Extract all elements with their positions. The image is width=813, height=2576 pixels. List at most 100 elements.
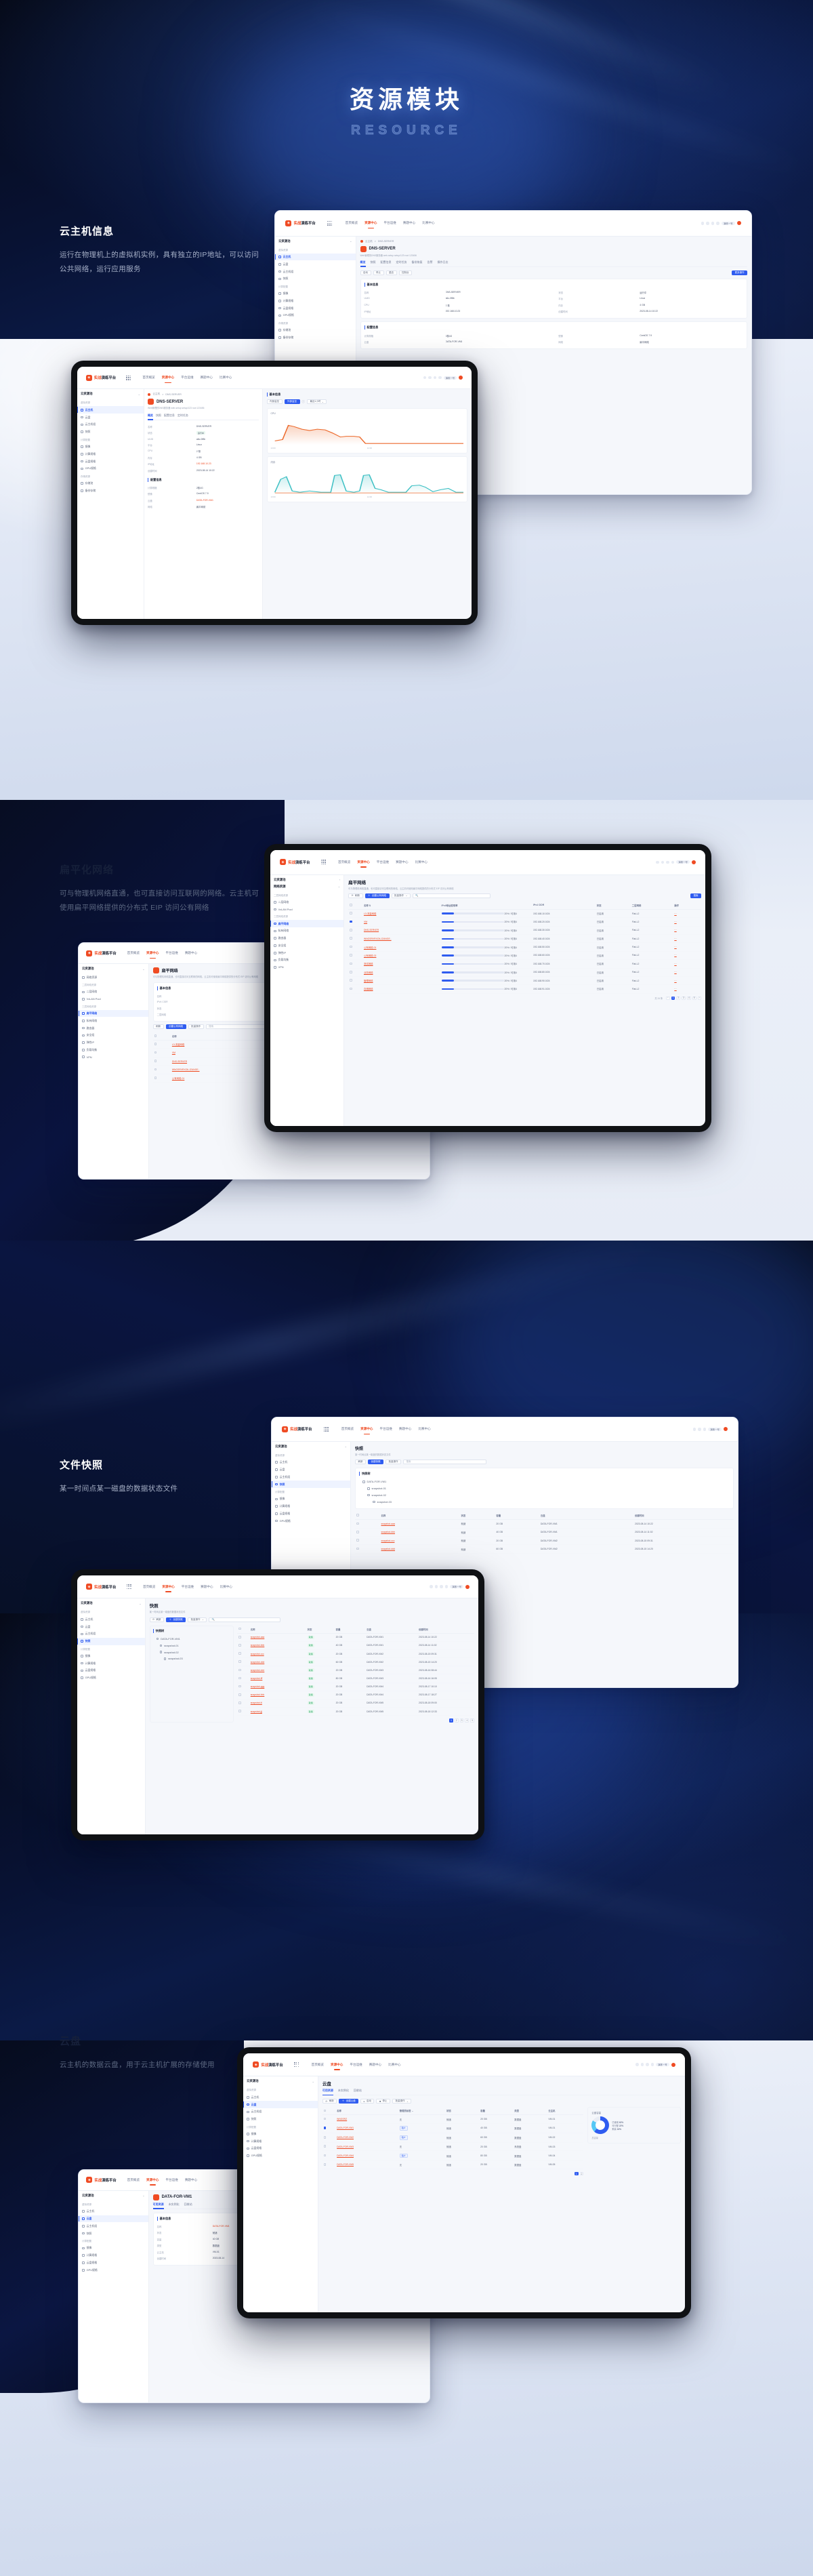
sidebar-item-lb[interactable]: 负载均衡 — [270, 957, 343, 964]
refresh-button[interactable]: 刷新 — [152, 1024, 164, 1030]
org-pill[interactable]: 演练一号 — [708, 1427, 722, 1431]
question-icon[interactable] — [661, 860, 665, 864]
app-logo[interactable]: ◈ 实战演练平台 — [86, 950, 117, 957]
external-monitor-button[interactable]: 外部监控 — [284, 399, 300, 405]
user-avatar[interactable] — [736, 221, 741, 226]
internal-monitor-button[interactable]: 内部监控 — [266, 399, 283, 405]
grid-apps-icon[interactable] — [320, 860, 326, 865]
row-checkbox[interactable] — [154, 1051, 157, 1054]
page-1[interactable]: 1 — [574, 2171, 579, 2176]
row-checkbox[interactable] — [350, 945, 352, 948]
sidebar-item-snapshot[interactable]: 快照 — [77, 1637, 145, 1645]
sidebar-item-gpu-spec[interactable]: GPU规格 — [77, 1674, 145, 1682]
nav-item-3[interactable]: 赛题中心 — [184, 951, 198, 955]
nav-item-1[interactable]: 资源中心 — [146, 2177, 159, 2186]
search-input[interactable]: 搜索 — [402, 1460, 486, 1465]
info-icon[interactable]: ⓘ — [301, 399, 305, 403]
globe-icon[interactable] — [703, 1428, 707, 1431]
row-checkbox[interactable] — [323, 2127, 327, 2129]
page-3[interactable]: 3 — [459, 1718, 464, 1723]
app-logo[interactable]: ◈ 实战演练平台 — [280, 859, 310, 866]
sidebar-header[interactable]: 云资源池 ⌄ — [82, 967, 145, 971]
nav-item-2[interactable]: 平台运维 — [181, 1584, 194, 1588]
sidebar-header[interactable]: 云资源池 ⌄ — [82, 2193, 145, 2198]
fullscreen-icon[interactable] — [671, 860, 675, 864]
grid-apps-icon[interactable] — [126, 375, 131, 380]
sidebar-item-disk-spec[interactable]: 云盘规格 — [272, 1510, 350, 1518]
sidebar-item-cloud-host[interactable]: 云主机 — [79, 2208, 148, 2215]
sidebar-item-snapshot[interactable]: 快照 — [275, 275, 356, 283]
grid-apps-icon[interactable] — [294, 2062, 299, 2068]
tree-node[interactable]: snapshot-02 — [153, 1649, 231, 1655]
nav-item-3[interactable]: 赛题中心 — [184, 2177, 198, 2181]
batch-button[interactable]: 批量操作 — [385, 1460, 401, 1465]
row-checkbox[interactable] — [350, 929, 352, 931]
nav-item-0[interactable]: 首页概览 — [341, 1427, 354, 1431]
time-range-select[interactable]: 最近1小时 ⌄ — [306, 399, 327, 405]
sidebar-header[interactable]: 云资源池 ⌄ — [81, 1601, 142, 1605]
row-checkbox[interactable] — [350, 970, 352, 973]
app-logo[interactable]: ◈ 实战演练平台 — [253, 2061, 283, 2068]
nav-item-0[interactable]: 首页概览 — [337, 860, 351, 864]
tab-config[interactable]: 配置信息 — [380, 260, 392, 264]
sidebar-item-host-group[interactable]: 云主机组 — [79, 2222, 148, 2230]
sidebar-item-snapshot[interactable]: 快照 — [77, 428, 144, 436]
globe-icon[interactable] — [440, 1585, 443, 1588]
row-checkbox[interactable] — [350, 962, 352, 965]
tab-scheduled[interactable]: 定时任务 — [177, 413, 188, 417]
sidebar-item-cloud-host[interactable]: 云主机 — [272, 1459, 350, 1466]
tree-node[interactable]: DATA-FOR-VM1 — [359, 1478, 730, 1485]
sidebar-item-eip[interactable]: 弹性IP — [270, 949, 343, 957]
sidebar-item-l2-network[interactable]: 二层网络 — [79, 988, 148, 996]
sidebar-item-image[interactable]: 镜像 — [77, 1653, 145, 1660]
sidebar-item-vxlan-pool[interactable]: VxLAN Pool — [79, 996, 148, 1003]
tab-snapshot[interactable]: 快照 — [155, 413, 161, 417]
nav-item-4[interactable]: 比赛中心 — [220, 1584, 232, 1588]
select-all-checkbox[interactable] — [356, 1514, 359, 1516]
sidebar-header[interactable]: 云资源池 ⌄ — [81, 392, 140, 396]
nav-item-2[interactable]: 平台运维 — [383, 221, 396, 225]
tab-available[interactable]: 可用资源 — [152, 2202, 164, 2209]
nav-item-1[interactable]: 资源中心 — [146, 951, 159, 959]
sidebar-item-snapshot[interactable]: 快照 — [243, 2116, 318, 2123]
row-checkbox[interactable] — [323, 2136, 327, 2139]
sidebar-item-gpu-spec[interactable]: GPU规格 — [243, 2152, 318, 2160]
row-checkbox[interactable] — [238, 1668, 241, 1672]
create-network-button[interactable]: 创建公有网络 — [165, 1024, 186, 1030]
sidebar-item-storage-pool[interactable]: 存储池 — [77, 480, 144, 487]
row-checkbox[interactable] — [238, 1676, 241, 1680]
sidebar-item-lb[interactable]: 负载均衡 — [79, 1047, 148, 1054]
restart-button[interactable]: 重启 — [385, 270, 397, 275]
nav-item-1[interactable]: 资源中心 — [357, 860, 370, 868]
search-input[interactable]: 🔍 — [412, 893, 491, 898]
nav-item-0[interactable]: 首页概览 — [127, 2177, 140, 2181]
sidebar-item-gpu-spec[interactable]: GPU规格 — [275, 312, 356, 319]
page-4[interactable]: 4 — [686, 996, 691, 1001]
nav-item-3[interactable]: 赛题中心 — [396, 860, 409, 864]
row-checkbox[interactable] — [350, 979, 352, 982]
question-icon[interactable] — [434, 1585, 438, 1588]
batch-operation-button[interactable]: 批量操作 ⌄ — [188, 1617, 207, 1622]
sidebar-item-compute-spec[interactable]: 计算规格 — [243, 2137, 318, 2145]
sidebar-item-flat-network[interactable]: 扁平网络 — [79, 1009, 148, 1018]
app-logo[interactable]: ◈ 实战演练平台 — [285, 220, 316, 226]
row-checkbox[interactable] — [350, 912, 352, 914]
sidebar-item-disk-spec[interactable]: 云盘规格 — [77, 1667, 145, 1674]
nav-item-4[interactable]: 比赛中心 — [388, 2062, 401, 2066]
question-icon[interactable] — [698, 1428, 701, 1431]
row-checkbox[interactable] — [154, 1068, 157, 1071]
nav-item-1[interactable]: 资源中心 — [360, 1427, 373, 1435]
sidebar-item-cloud-disk[interactable]: 云盘 — [77, 1623, 145, 1630]
sidebar-item-backup-storage[interactable]: 备份存储 — [275, 334, 356, 342]
create-network-button[interactable]: ＋ 创建公有网络 — [364, 893, 390, 898]
sidebar-item-security-group[interactable]: 安全组 — [270, 942, 343, 950]
sidebar-item-image[interactable]: 镜像 — [79, 2245, 148, 2252]
nav-item-3[interactable]: 赛题中心 — [402, 221, 416, 225]
refresh-button[interactable]: ⟳ 刷新 — [348, 893, 363, 898]
sidebar-item-disk-spec[interactable]: 云盘规格 — [77, 458, 144, 465]
stop-button[interactable]: ■ 停止 — [376, 2099, 391, 2104]
nav-item-3[interactable]: 赛题中心 — [200, 376, 213, 380]
user-avatar[interactable] — [459, 376, 463, 380]
tree-node[interactable]: snapshot-01 — [153, 1642, 231, 1649]
bell-icon[interactable] — [692, 1428, 696, 1431]
